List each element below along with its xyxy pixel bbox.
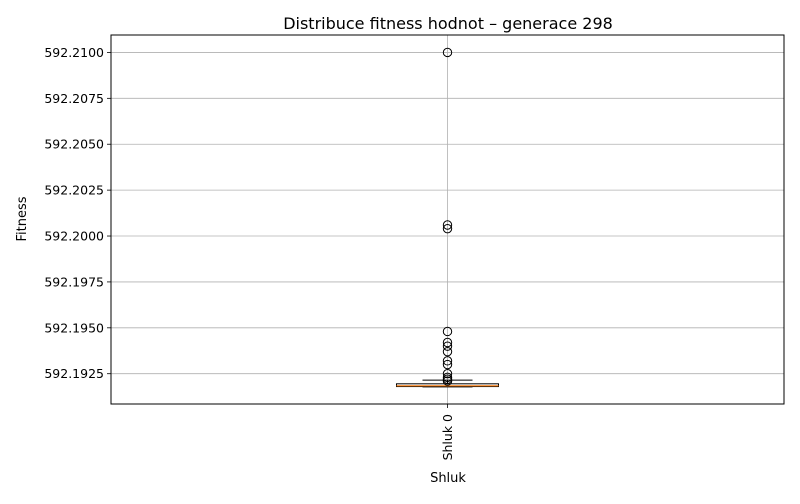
chart-title: Distribuce fitness hodnot – generace 298	[283, 14, 613, 33]
y-axis: 592.1925 592.1950 592.1975 592.2000 592.2025…	[44, 45, 111, 381]
x-axis-label: Shluk	[430, 471, 466, 486]
flier-point	[442, 220, 453, 230]
flier-point	[442, 223, 453, 234]
y-tick-label: 592.1950	[44, 320, 104, 335]
box-series	[396, 47, 499, 388]
x-tick-label: Shluk 0	[440, 414, 455, 460]
x-axis: Shluk 0	[440, 404, 455, 460]
flier-point	[442, 359, 453, 370]
y-tick-label: 592.1925	[44, 366, 104, 381]
y-tick-label: 592.2075	[44, 91, 104, 106]
y-axis-label: Fitness	[15, 196, 30, 241]
y-tick-label: 592.2100	[44, 45, 104, 60]
flier-point	[442, 337, 453, 348]
flier-point	[442, 47, 453, 58]
flier-point	[442, 356, 453, 366]
y-tick-label: 592.2025	[44, 183, 104, 198]
y-tick-label: 592.2000	[44, 229, 104, 244]
grid-lines	[111, 35, 784, 404]
y-tick-label: 592.2050	[44, 137, 104, 152]
flier-point	[442, 369, 453, 379]
y-tick-label: 592.1975	[44, 274, 104, 289]
flier-point	[442, 346, 453, 357]
flier-point	[442, 376, 453, 386]
flier-point	[442, 326, 453, 337]
flier-point	[442, 341, 453, 351]
